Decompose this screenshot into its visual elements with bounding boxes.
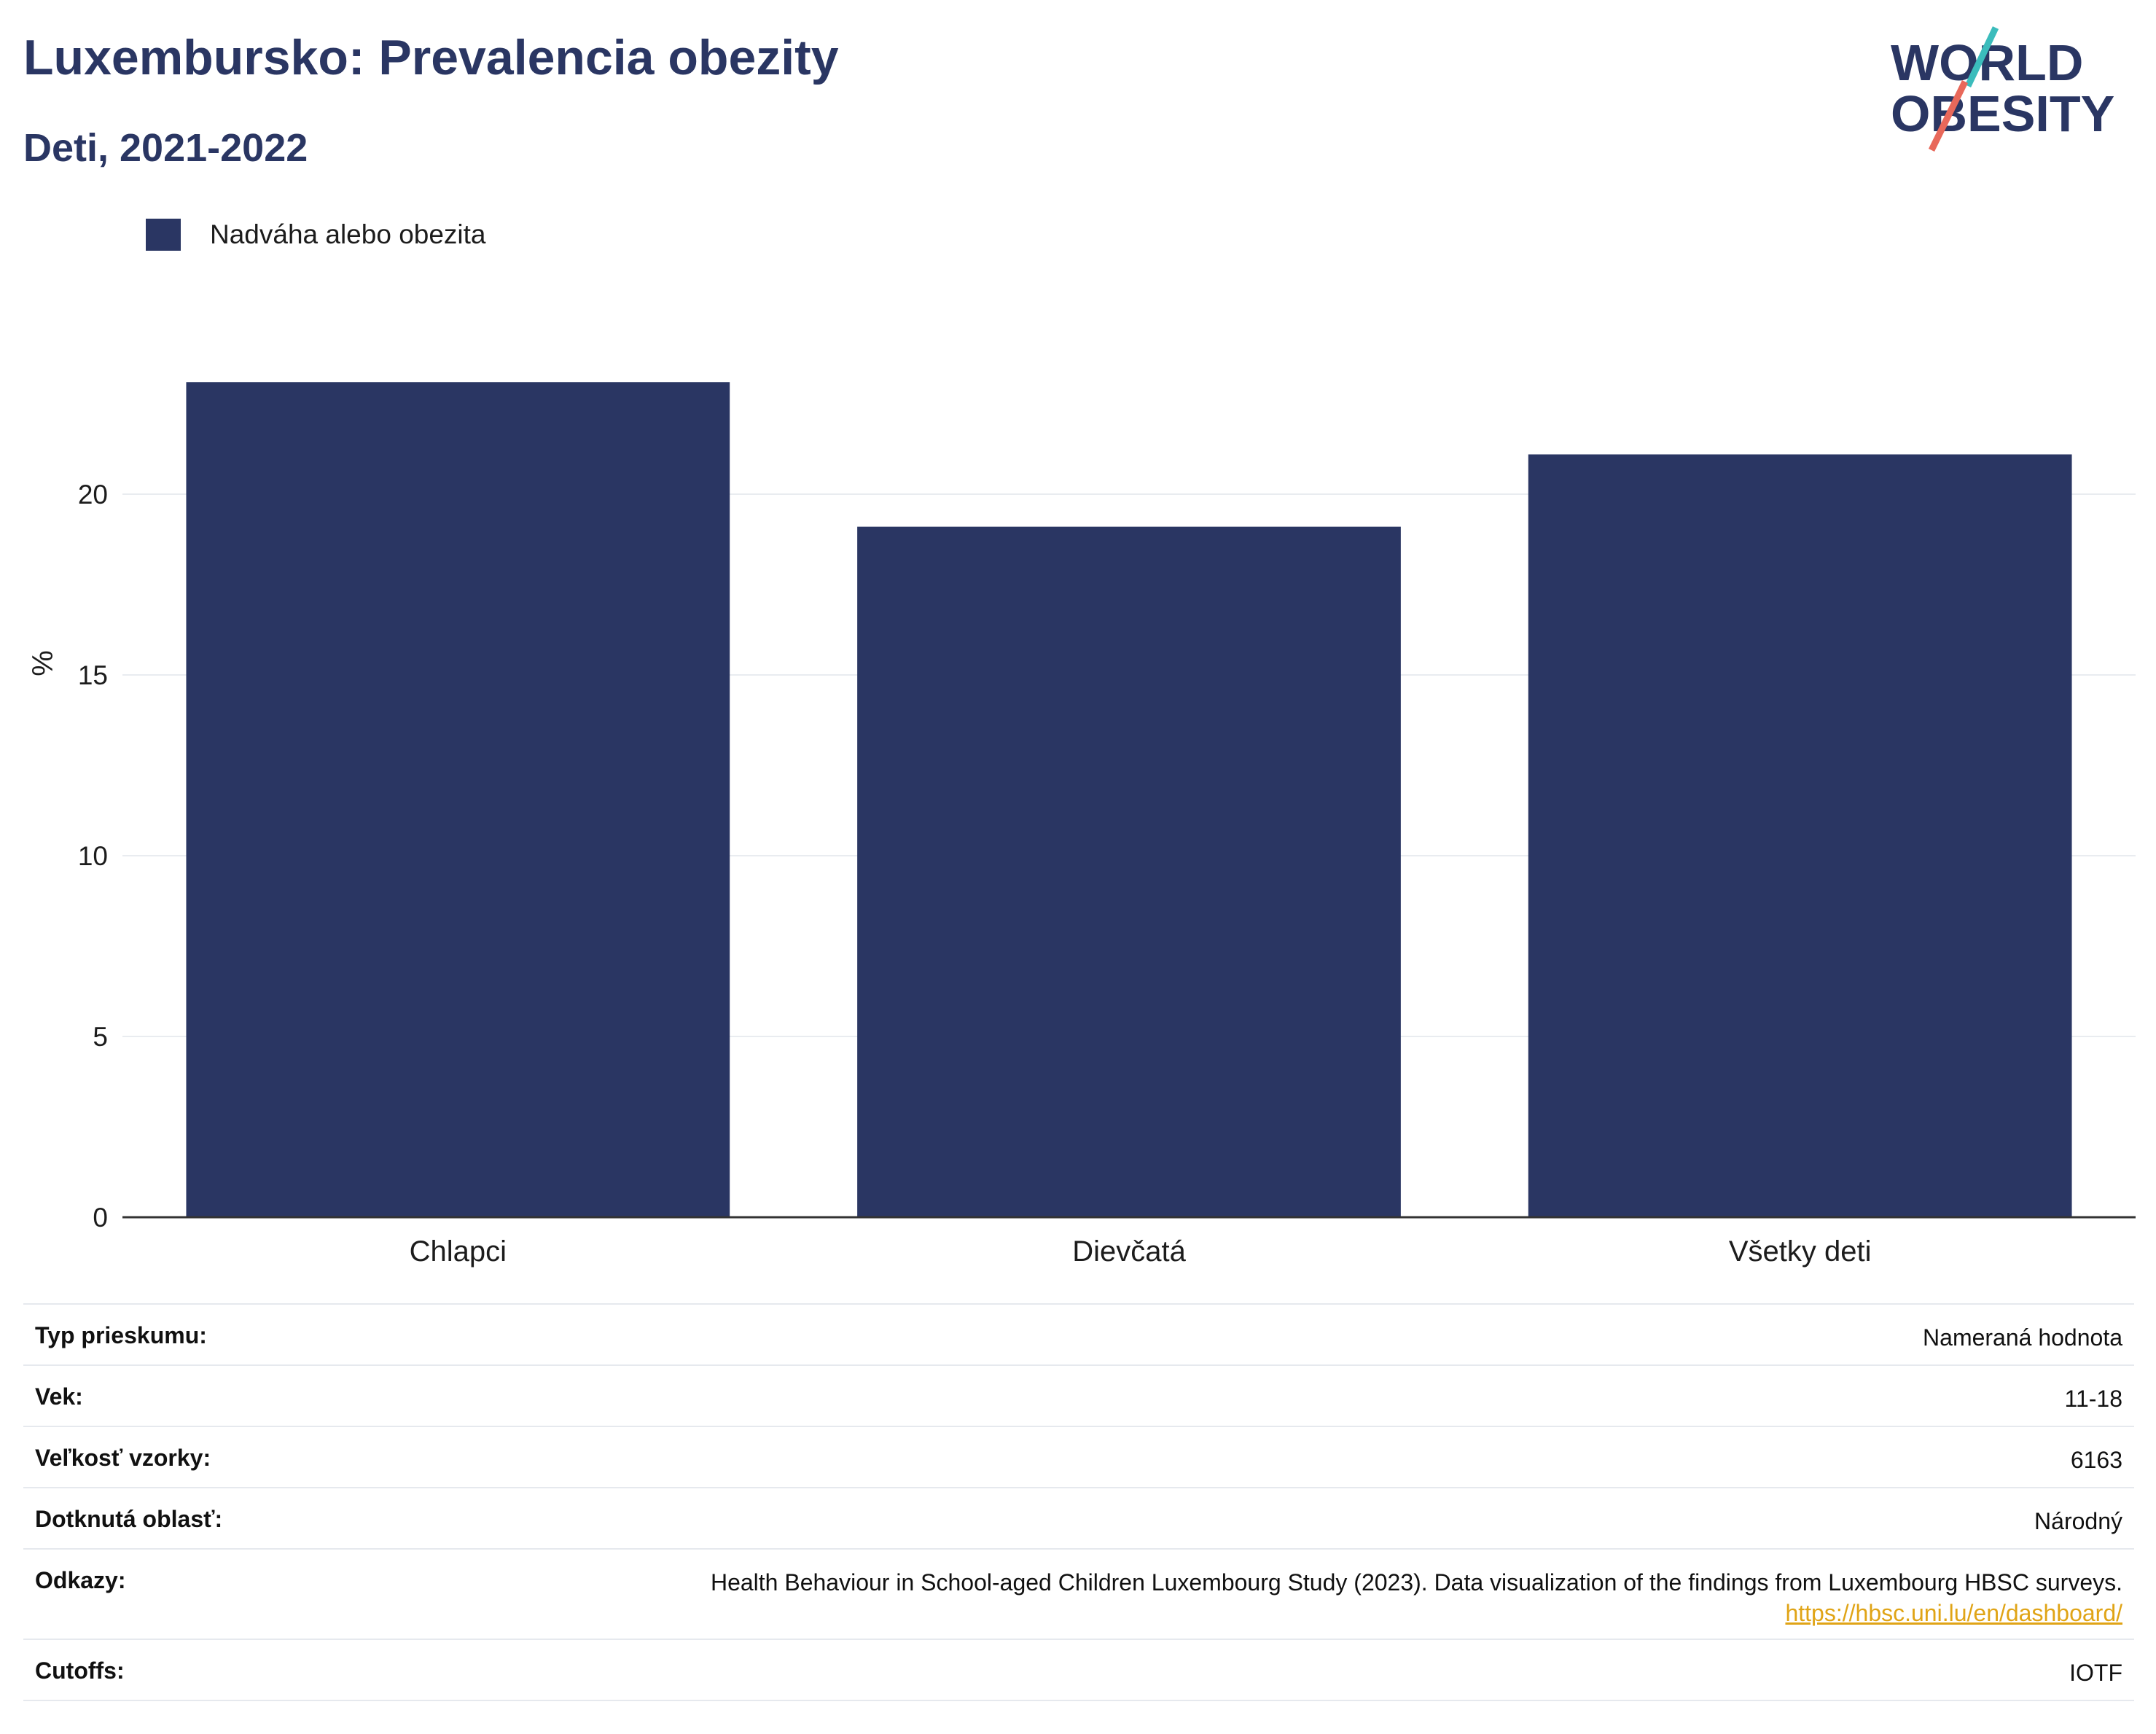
y-tick-label: 5: [93, 1022, 108, 1052]
meta-value: IOTF: [2069, 1660, 2122, 1686]
y-tick-label: 10: [78, 841, 108, 871]
chart-legend[interactable]: Nadváha alebo obezita: [146, 219, 486, 251]
meta-row: Vek: 11-18: [23, 1366, 2134, 1427]
y-axis-label: %: [27, 650, 59, 676]
bar: [186, 382, 730, 1217]
meta-value: 6163: [2070, 1447, 2122, 1473]
meta-key: Cutoffs:: [35, 1657, 125, 1684]
meta-row: Odkazy: Health Behaviour in School-aged C…: [23, 1550, 2134, 1640]
meta-row: Cutoffs: IOTF: [23, 1640, 2134, 1701]
logo-slash-teal: [1964, 26, 1999, 87]
meta-row: Veľkosť vzorky: 6163: [23, 1427, 2134, 1488]
meta-key: Vek:: [35, 1383, 83, 1410]
logo-text-obesity: OBESITY: [1891, 85, 2114, 142]
reference-link[interactable]: https://hbsc.uni.lu/en/dashboard/: [1785, 1600, 2122, 1626]
bar-chart: 0 5 10 15 20 Chlapci Dievčatá Všetky deti%: [27, 382, 2136, 1268]
meta-value: 11-18: [2064, 1386, 2122, 1412]
y-tick-label: 20: [78, 480, 108, 509]
meta-value: Národný: [2034, 1508, 2122, 1534]
y-tick-label: 15: [78, 660, 108, 690]
meta-row: Dotknutá oblasť: Národný: [23, 1488, 2134, 1550]
metadata-table: Typ prieskumu: Nameraná hodnota Vek: 11-18 V…: [23, 1303, 2134, 1701]
bar: [857, 526, 1401, 1217]
y-tick-label: 0: [93, 1203, 108, 1233]
page-subtitle: Deti, 2021-2022: [23, 126, 308, 170]
x-tick-label: Všetky deti: [1729, 1235, 1872, 1268]
world-obesity-logo: WORLD OBESITY: [1891, 26, 2114, 152]
meta-key: Odkazy:: [35, 1567, 126, 1593]
meta-row: Typ prieskumu: Nameraná hodnota: [23, 1305, 2134, 1366]
bar: [1528, 454, 2072, 1218]
meta-value: Health Behaviour in School-aged Children…: [710, 1569, 2122, 1626]
x-tick-label: Chlapci: [410, 1235, 507, 1268]
page-title: Luxembursko: Prevalencia obezity: [23, 30, 839, 85]
meta-key: Veľkosť vzorky:: [35, 1445, 211, 1471]
x-tick-label: Dievčatá: [1072, 1235, 1186, 1268]
logo-slash-coral: [1928, 80, 1969, 152]
meta-value: Nameraná hodnota: [1923, 1324, 2122, 1351]
meta-key: Dotknutá oblasť:: [35, 1506, 223, 1532]
legend-swatch: [146, 219, 181, 251]
meta-key: Typ prieskumu:: [35, 1322, 207, 1348]
legend-label: Nadváha alebo obezita: [210, 219, 486, 249]
